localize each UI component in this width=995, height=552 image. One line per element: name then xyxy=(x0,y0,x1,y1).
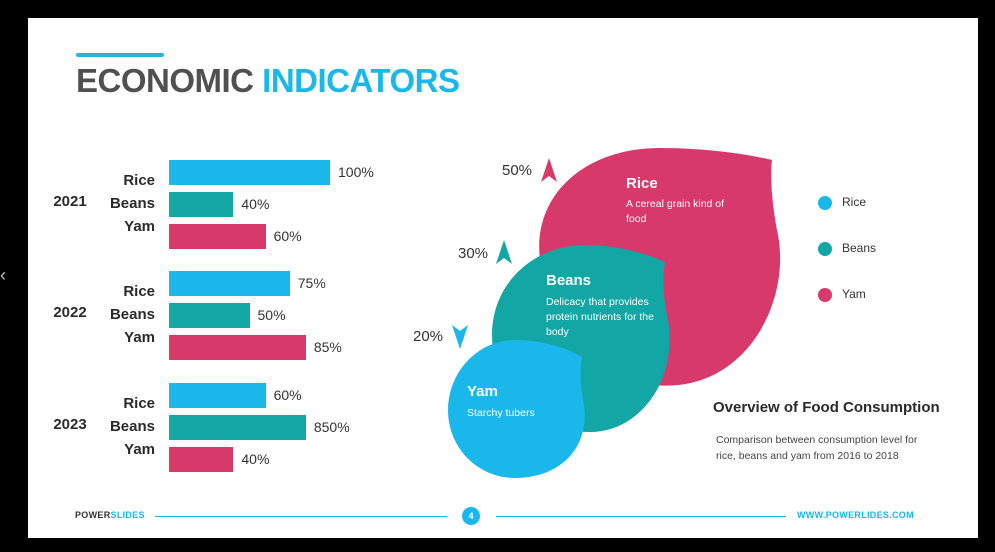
bar-value-2023-beans: 850% xyxy=(313,419,350,435)
legend-label-yam: Yam xyxy=(842,287,866,301)
bar-value-2021-yam: 60% xyxy=(273,228,302,244)
footer-divider-right xyxy=(496,516,786,517)
rice-trend-up-icon xyxy=(541,158,557,182)
page-title: ECONOMIC INDICATORS xyxy=(76,62,460,100)
category-label-beans: Beans xyxy=(109,306,155,323)
bar-2023-rice xyxy=(169,383,266,408)
legend-dot-beans xyxy=(818,242,832,256)
beans-bubble-title: Beans xyxy=(546,272,591,289)
bar-value-2021-rice: 100% xyxy=(338,164,374,180)
category-label-yam: Yam xyxy=(124,329,155,346)
category-label-beans: Beans xyxy=(109,418,155,435)
category-label-yam: Yam xyxy=(124,441,155,458)
bar-2021-yam xyxy=(169,224,266,249)
bar-2021-rice xyxy=(169,160,330,185)
category-label-rice: Rice xyxy=(123,172,155,189)
bar-2022-rice xyxy=(169,271,290,296)
bar-value-2022-yam: 85% xyxy=(313,339,342,355)
year-label-2023: 2023 xyxy=(53,416,87,433)
yam-trend-down-icon xyxy=(452,325,468,349)
year-label-2021: 2021 xyxy=(53,193,87,210)
bar-2021-beans xyxy=(169,192,234,217)
legend-dot-rice xyxy=(818,196,832,210)
overview-title: Overview of Food Consumption xyxy=(713,399,940,416)
category-label-yam: Yam xyxy=(124,218,155,235)
bar-2022-yam xyxy=(169,335,306,360)
yam-bubble-desc: Starchy tubers xyxy=(467,407,535,419)
bar-value-2023-rice: 60% xyxy=(273,387,302,403)
yam-bubble-title: Yam xyxy=(467,383,498,400)
rice-bubble-desc: A cereal grain kind of food xyxy=(626,198,724,225)
beans-trend-up-icon xyxy=(496,240,512,264)
bar-2022-beans xyxy=(169,303,250,328)
beans-pct-label: 30% xyxy=(458,245,489,262)
legend-label-beans: Beans xyxy=(842,241,877,255)
year-label-2022: 2022 xyxy=(53,304,87,321)
bar-value-2022-beans: 50% xyxy=(257,307,286,323)
footer-url[interactable]: WWW.POWERLIDES.COM xyxy=(797,510,914,520)
bar-2023-beans xyxy=(169,415,306,440)
overview-description: Comparison between consumption level for… xyxy=(716,434,918,462)
beans-bubble-desc: Delicacy that provides protein nutrients … xyxy=(546,296,654,338)
title-accent-line xyxy=(76,53,164,57)
footer-brand-part-1: POWER xyxy=(75,510,111,520)
bar-2023-yam xyxy=(169,447,234,472)
rice-bubble-title: Rice xyxy=(626,175,658,192)
yam-pct-label: 20% xyxy=(413,328,444,345)
category-label-beans: Beans xyxy=(109,195,155,212)
category-label-rice: Rice xyxy=(123,395,155,412)
bar-value-2021-beans: 40% xyxy=(241,196,270,212)
page-number: 4 xyxy=(462,507,480,525)
footer-brand: POWERSLIDES xyxy=(75,510,145,520)
footer-divider-left xyxy=(155,516,447,517)
rice-pct-label: 50% xyxy=(502,162,533,179)
chevron-left-icon[interactable]: ‹ xyxy=(0,265,6,285)
title-part-2: INDICATORS xyxy=(262,62,460,99)
legend-dot-yam xyxy=(818,288,832,302)
title-part-1: ECONOMIC xyxy=(76,62,254,99)
blob-yam xyxy=(448,340,585,478)
category-label-rice: Rice xyxy=(123,283,155,300)
bar-value-2022-rice: 75% xyxy=(297,275,326,291)
legend-label-rice: Rice xyxy=(842,195,867,209)
bar-value-2023-yam: 40% xyxy=(241,451,270,467)
footer-brand-part-2: SLIDES xyxy=(110,510,145,520)
